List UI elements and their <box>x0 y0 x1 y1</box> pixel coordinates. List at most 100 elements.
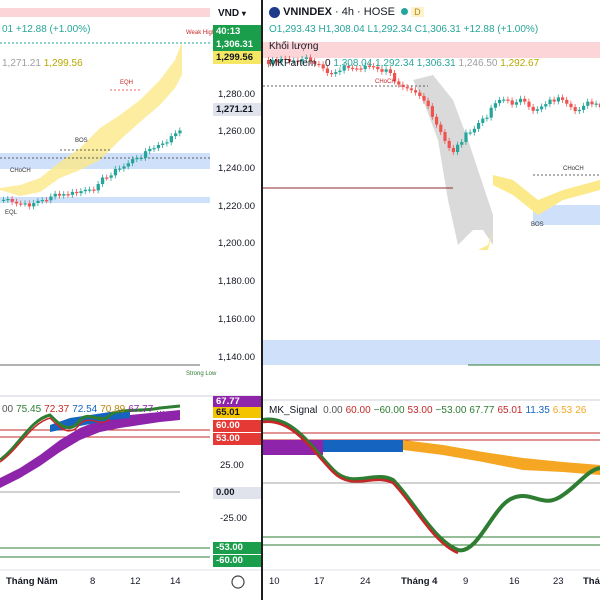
bos-label: BOS <box>531 222 544 228</box>
candle <box>139 157 143 160</box>
grey-fill <box>413 75 493 245</box>
candle <box>109 175 113 178</box>
delay-badge: D <box>411 7 424 17</box>
candle <box>439 124 443 133</box>
signal-legend[interactable]: MK_Signal 0.00 60.00 −60.00 53.00 −53.00 67.7… <box>269 405 587 416</box>
candle <box>321 64 325 69</box>
candle <box>435 116 439 125</box>
candle <box>14 201 19 204</box>
currency-dropdown[interactable]: VND ▾ <box>218 8 246 19</box>
y-tick: 1,240.00 <box>218 163 255 174</box>
candle <box>309 57 313 62</box>
candle <box>414 90 418 93</box>
candle <box>92 189 96 191</box>
candle <box>405 87 409 89</box>
candle <box>468 132 472 134</box>
candle <box>292 60 296 62</box>
eql-label: EQL <box>5 210 18 216</box>
choch-label-2: CHoCH <box>563 166 584 172</box>
prev-price-tag: 1,271.21 <box>213 103 261 116</box>
ind-tag: 65.01 <box>213 407 261 418</box>
candle <box>481 118 485 123</box>
y-tick: 1,260.00 <box>218 126 255 137</box>
candle <box>45 200 49 202</box>
signal-band-blue <box>323 440 403 452</box>
candle <box>573 107 577 112</box>
candle <box>267 60 271 65</box>
candle <box>372 66 376 68</box>
candle <box>422 96 426 101</box>
candle <box>296 60 300 62</box>
left-ma-legend: 1,271.21 1,299.56 <box>2 58 83 69</box>
osc-line <box>0 404 181 462</box>
x-label: 8 <box>90 576 96 587</box>
ind-tag: 60.00 <box>213 420 261 432</box>
eqh-label: EQH <box>120 80 134 86</box>
candle <box>577 109 581 112</box>
candle <box>338 70 342 73</box>
candle <box>531 106 535 111</box>
countdown-tag: 40:13 <box>213 25 261 38</box>
mkpartem-legend[interactable]: MKPartem 0 1,308.04 1,292.34 1,306.31 1,… <box>269 58 540 69</box>
y-tick: 1,280.00 <box>218 89 255 100</box>
candle <box>334 72 338 74</box>
candle <box>131 159 135 164</box>
left-legend: 01 +12.88 (+1.00%) <box>2 24 91 35</box>
osc-line-red <box>263 420 459 555</box>
candle <box>582 105 586 110</box>
candle <box>169 136 173 143</box>
y-tick: 1,200.00 <box>218 238 255 249</box>
candle <box>283 58 287 60</box>
candle <box>279 58 283 63</box>
candle <box>535 109 539 111</box>
candle <box>143 151 148 158</box>
volume-label[interactable]: Khối lượng <box>269 41 319 52</box>
candle <box>275 59 279 63</box>
osc-line-2 <box>0 417 111 463</box>
candle <box>443 132 447 141</box>
candle <box>53 193 57 197</box>
x-label: Tháng Năm <box>6 576 58 587</box>
symbol-header[interactable]: VNINDEX · 4h · HOSE D <box>269 6 424 18</box>
candle <box>313 61 317 64</box>
x-label: Thá <box>583 576 600 587</box>
candle <box>23 203 27 205</box>
x-label: 12 <box>130 576 141 587</box>
candle <box>66 194 70 196</box>
candle <box>100 177 105 185</box>
candle <box>363 65 367 70</box>
right-chart-canvas[interactable] <box>263 0 600 600</box>
gear-icon[interactable] <box>231 575 245 589</box>
candle <box>70 191 75 195</box>
candle <box>565 99 569 104</box>
candle <box>75 191 79 194</box>
y-tick: 1,160.00 <box>218 314 255 325</box>
candle <box>122 166 126 169</box>
candle <box>330 73 334 75</box>
candle <box>126 163 130 167</box>
ind-tick: -25.00 <box>220 513 247 524</box>
candle <box>346 66 350 68</box>
candle <box>552 99 556 102</box>
candle <box>317 63 321 66</box>
candle <box>493 103 497 108</box>
candle <box>409 88 413 91</box>
left-chart-panel[interactable]: 01 +12.88 (+1.00%) 1,271.21 1,299.56 EQH… <box>0 0 263 600</box>
demand-zone-2 <box>0 197 210 203</box>
candle <box>83 189 87 192</box>
candle <box>325 68 329 74</box>
candle <box>62 194 66 196</box>
y-tick: 1,140.00 <box>218 352 255 363</box>
candle <box>118 168 122 170</box>
ind-tag: 53.00 <box>213 433 261 445</box>
candle <box>32 203 36 207</box>
market-status-icon <box>401 8 409 15</box>
candle <box>510 100 514 105</box>
candle <box>2 199 6 201</box>
left-chart-canvas[interactable] <box>0 0 263 600</box>
candle <box>384 69 388 72</box>
candle <box>79 191 83 194</box>
yellow-fill-lower <box>478 230 493 250</box>
x-label: 10 <box>269 576 280 587</box>
right-chart-panel[interactable]: VNINDEX · 4h · HOSE D O1,293.43 H1,308.0… <box>263 0 600 600</box>
